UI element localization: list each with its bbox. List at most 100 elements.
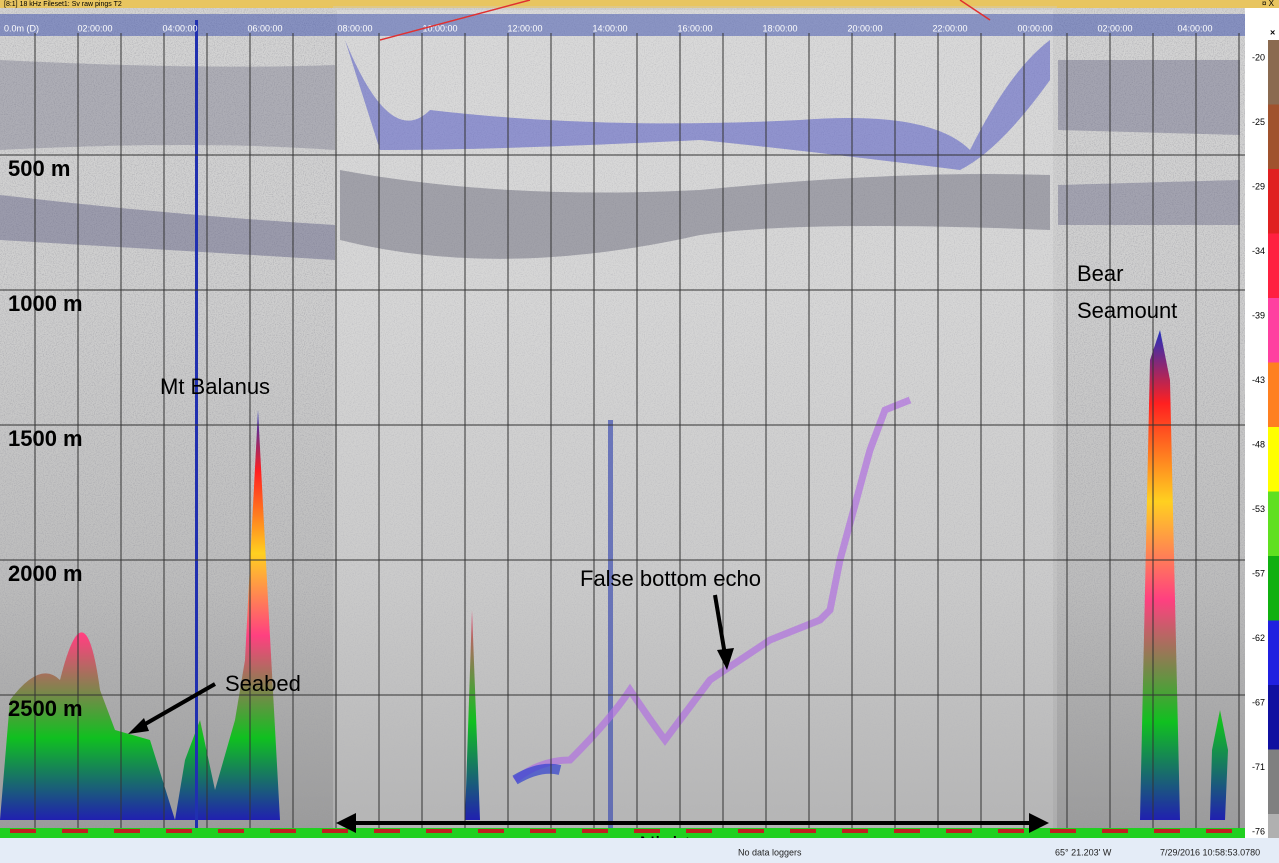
color-swatch bbox=[1268, 104, 1279, 170]
title-bar bbox=[0, 0, 1279, 8]
day-night-bar bbox=[0, 828, 1245, 838]
false-bottom-echo bbox=[512, 396, 912, 783]
status-longitude: 65° 21.203' W bbox=[1055, 847, 1112, 857]
pointer-arrows bbox=[379, 0, 991, 41]
color-scale-label: -57 bbox=[1252, 568, 1265, 578]
color-scale-label: -20 bbox=[1252, 52, 1265, 62]
grid bbox=[0, 33, 1245, 828]
scattering-layer bbox=[0, 195, 335, 260]
color-scale-label: -71 bbox=[1252, 762, 1265, 772]
night-segment bbox=[894, 829, 920, 833]
time-label: 22:00:00 bbox=[932, 23, 967, 33]
depth-label: 500 m bbox=[8, 156, 70, 181]
selected-region bbox=[333, 6, 1057, 832]
time-label: 10:00:00 bbox=[422, 23, 457, 33]
night-segment bbox=[946, 829, 972, 833]
color-swatch bbox=[1268, 233, 1279, 299]
night-segment bbox=[686, 829, 712, 833]
color-scale-label: -67 bbox=[1252, 697, 1265, 707]
color-swatch bbox=[1268, 556, 1279, 621]
color-scale-label: -43 bbox=[1252, 375, 1265, 385]
depth-label: 2500 m bbox=[8, 696, 83, 721]
color-scale: -20 -25 -29 -34 -39 -43 -48 -53 -57 -62 -67 -71 -76 bbox=[1252, 40, 1279, 863]
night-segment bbox=[530, 829, 556, 833]
color-swatch bbox=[1268, 362, 1279, 428]
color-swatch bbox=[1268, 298, 1279, 363]
window-title: [8:1] 18 kHz Fileset1: Sv raw pings T2 bbox=[4, 1, 122, 8]
labels: 500 m 1000 m 1500 m 2000 m 2500 m 02:00:00 04:… bbox=[8, 23, 1213, 720]
mt-balanus-label: Mt Balanus bbox=[160, 374, 270, 399]
night-segment bbox=[1050, 829, 1076, 833]
color-scale-label: -25 bbox=[1252, 117, 1265, 127]
time-label: 18:00:00 bbox=[762, 23, 797, 33]
color-scale-label: -53 bbox=[1252, 504, 1265, 514]
seabed-arrowhead bbox=[128, 718, 149, 734]
time-label: 06:00:00 bbox=[247, 23, 282, 33]
night-segment bbox=[426, 829, 452, 833]
color-swatch bbox=[1268, 40, 1279, 105]
seabed-echo bbox=[465, 330, 1228, 820]
color-swatch bbox=[1268, 749, 1279, 815]
bear-seamount-label: Bear bbox=[1077, 261, 1123, 286]
color-swatch bbox=[1268, 685, 1279, 750]
scale-close[interactable]: × bbox=[1270, 27, 1275, 37]
night-segment bbox=[1206, 829, 1232, 833]
night-segment bbox=[62, 829, 88, 833]
night-segment bbox=[478, 829, 504, 833]
status-loggers: No data loggers bbox=[738, 847, 802, 857]
false-bottom-echo bbox=[512, 763, 562, 785]
night-segment bbox=[582, 829, 608, 833]
false-bottom-label: False bottom echo bbox=[580, 566, 761, 591]
time-label: 02:00:00 bbox=[1097, 23, 1132, 33]
night-segment bbox=[1102, 829, 1128, 833]
night-bar bbox=[10, 829, 1232, 833]
depth-label: 1500 m bbox=[8, 426, 83, 451]
scattering-layer bbox=[0, 60, 335, 150]
color-swatch bbox=[1268, 169, 1279, 234]
time-label: 08:00:00 bbox=[337, 23, 372, 33]
depth-label: 2000 m bbox=[8, 561, 83, 586]
time-label: 16:00:00 bbox=[677, 23, 712, 33]
depth-origin: 0.0m (D) bbox=[4, 23, 39, 33]
night-segment bbox=[218, 829, 244, 833]
time-label: 04:00:00 bbox=[162, 23, 197, 33]
color-swatch bbox=[1268, 620, 1279, 686]
noise-spike bbox=[608, 420, 613, 830]
bear-seamount-label: Seamount bbox=[1077, 298, 1177, 323]
time-label: 12:00:00 bbox=[507, 23, 542, 33]
time-label: 04:00:00 bbox=[1177, 23, 1212, 33]
time-label: 14:00:00 bbox=[592, 23, 627, 33]
night-segment bbox=[374, 829, 400, 833]
seabed-echo bbox=[0, 410, 280, 820]
color-swatch bbox=[1268, 427, 1279, 492]
scattering-layer bbox=[340, 170, 1050, 259]
scattering-layer bbox=[1058, 60, 1240, 225]
depth-label: 1000 m bbox=[8, 291, 83, 316]
night-segment bbox=[1154, 829, 1180, 833]
night-segment bbox=[10, 829, 36, 833]
color-scale-label: -39 bbox=[1252, 310, 1265, 320]
status-bar bbox=[0, 838, 1279, 863]
night-segment bbox=[114, 829, 140, 833]
surface-band bbox=[0, 14, 1245, 36]
seabed-label: Seabed bbox=[225, 671, 301, 696]
night-segment bbox=[166, 829, 192, 833]
night-segment bbox=[790, 829, 816, 833]
close-button[interactable]: ¤ X bbox=[1262, 0, 1275, 8]
color-swatch bbox=[1268, 491, 1279, 557]
scattering-layer bbox=[345, 40, 1050, 170]
status-timestamp: 7/29/2016 10:58:53.0780 bbox=[1160, 847, 1260, 857]
color-scale-label: -48 bbox=[1252, 439, 1265, 449]
night-segment bbox=[998, 829, 1024, 833]
seabed-arrow bbox=[139, 682, 216, 729]
color-scale-label: -76 bbox=[1252, 826, 1265, 836]
night-segment bbox=[842, 829, 868, 833]
time-label: 02:00:00 bbox=[77, 23, 112, 33]
color-scale-label: -29 bbox=[1252, 181, 1265, 191]
time-label: 00:00:00 bbox=[1017, 23, 1052, 33]
night-segment bbox=[270, 829, 296, 833]
night-segment bbox=[738, 829, 764, 833]
color-scale-label: -62 bbox=[1252, 633, 1265, 643]
